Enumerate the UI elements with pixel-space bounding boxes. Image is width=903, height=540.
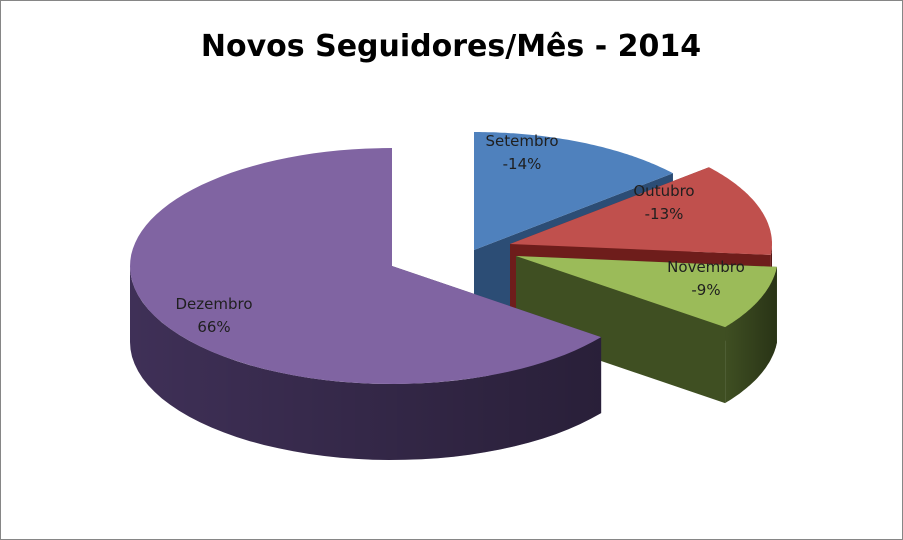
slice-label-value-novembro: -9%: [691, 281, 720, 299]
slice-labels: Setembro -14% Outubro -13% Novembro -9% Dezemb…: [175, 132, 744, 336]
pie-slice-top-setembro: [474, 132, 673, 250]
pie-slice-top-dezembro: [130, 148, 602, 384]
pie-slice-shade-dezembro-0: [130, 266, 602, 460]
chart-title: Novos Seguidores/Mês - 2014: [201, 29, 701, 64]
slice-label-name-setembro: Setembro: [485, 132, 558, 150]
pie-slice-novembro: [516, 256, 777, 404]
slice-label-name-outubro: Outubro: [633, 182, 694, 200]
pie-slices: [130, 132, 777, 460]
pie-slice-shade-novembro-0: [725, 266, 777, 404]
slice-label-name-dezembro: Dezembro: [175, 295, 252, 313]
pie-slice-top-outubro: [510, 167, 772, 255]
pie-slice-dezembro: [130, 148, 602, 460]
pie-slice-top-novembro: [516, 256, 777, 328]
slice-label-name-novembro: Novembro: [667, 258, 745, 276]
slice-label-value-setembro: -14%: [503, 155, 542, 173]
slice-label-value-outubro: -13%: [645, 205, 684, 223]
pie-slice-wall-novembro-end: [516, 256, 726, 404]
slice-label-value-dezembro: 66%: [197, 318, 230, 336]
